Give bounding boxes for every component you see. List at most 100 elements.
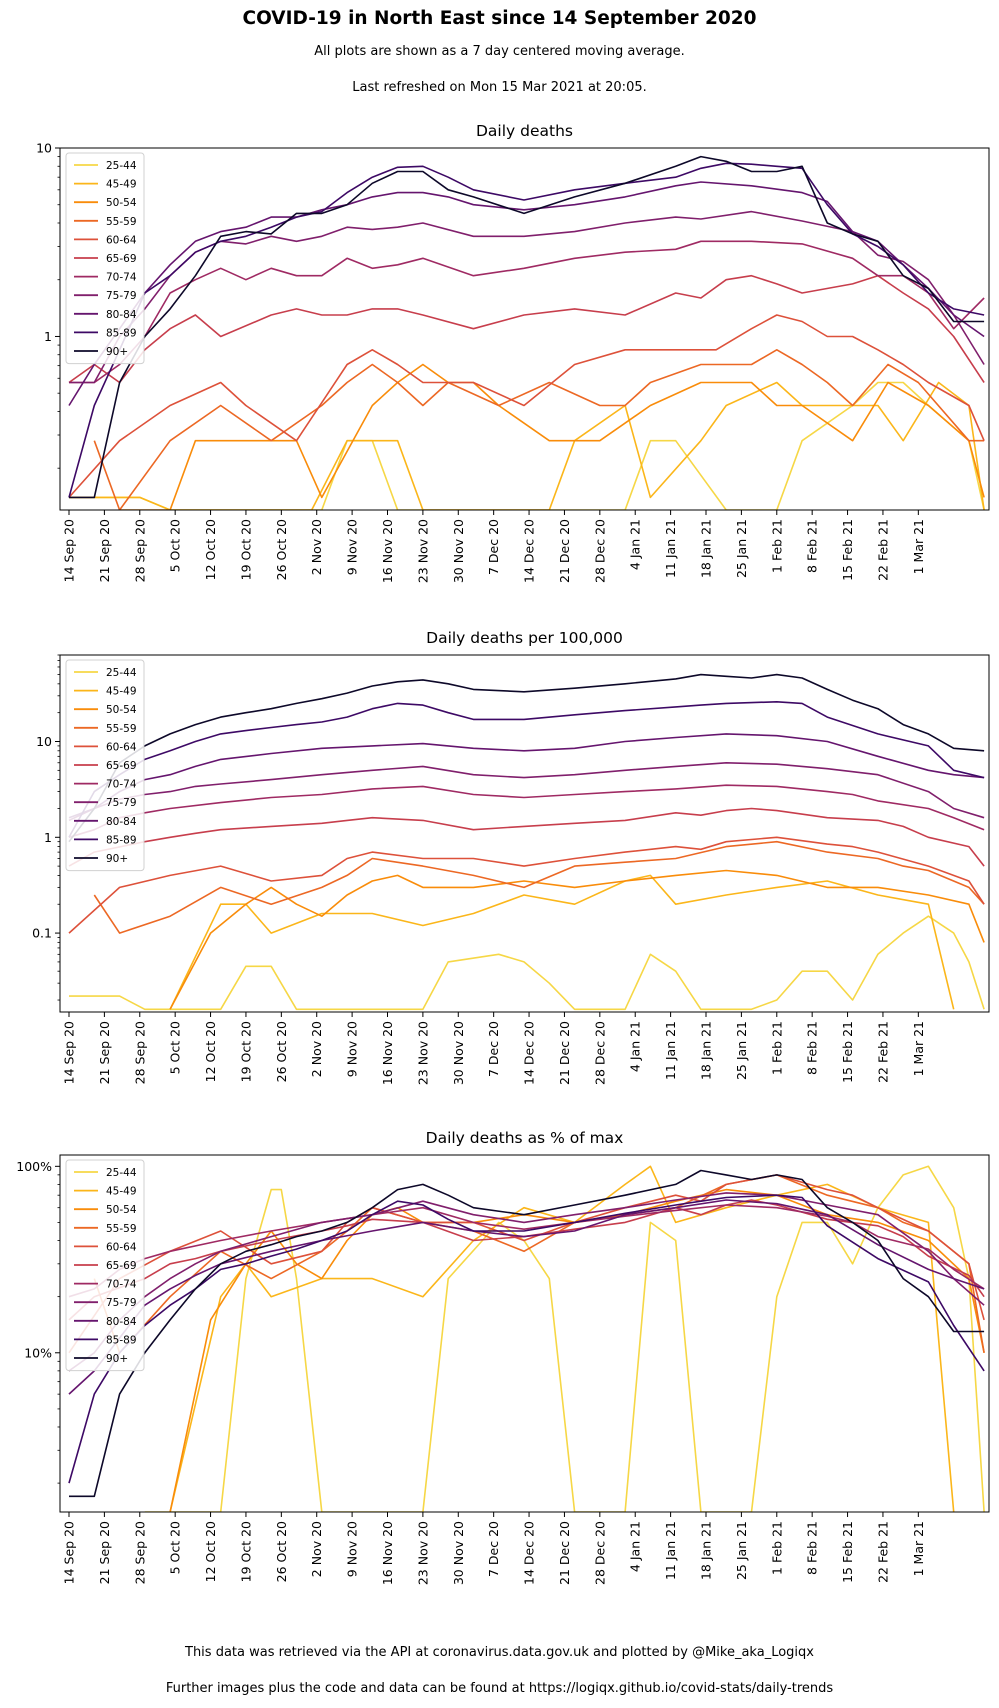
x-tick-label: 21 Dec 20: [557, 519, 572, 583]
legend: 25-44 45-49 50-54 55-59 60-64 65-69 70-74 75-79…: [65, 1159, 145, 1372]
x-tick-label: 28 Dec 20: [592, 1021, 607, 1085]
x-tick-label: 9 Nov 20: [345, 1521, 360, 1577]
series-line-60-64: [68, 836, 985, 934]
x-tick-label: 14 Dec 20: [522, 1021, 537, 1085]
x-tick-label: 16 Nov 20: [380, 1521, 395, 1585]
legend-label: 65-69: [106, 760, 137, 772]
x-tick-label: 25 Jan 21: [734, 519, 749, 578]
x-tick-label: 7 Dec 20: [486, 1521, 501, 1577]
x-tick-label: 22 Feb 21: [875, 1521, 890, 1583]
series-line-25-44: [144, 1165, 985, 1512]
series-line-50-54: [119, 363, 985, 510]
x-tick-label: 26 Oct 20: [274, 1521, 289, 1582]
x-tick-label: 26 Oct 20: [274, 519, 289, 580]
series-line-75-79: [68, 1192, 985, 1372]
x-tick-label: 5 Oct 20: [168, 1521, 183, 1574]
x-tick-label: 1 Mar 21: [911, 1021, 926, 1076]
legend-label: 85-89: [106, 327, 137, 339]
x-tick-label: 21 Sep 20: [97, 519, 112, 582]
x-tick-label: 23 Nov 20: [415, 1021, 430, 1085]
x-tick-label: 15 Feb 21: [840, 519, 855, 581]
x-tick-label: 14 Sep 20: [62, 1021, 77, 1084]
series-line-65-69: [68, 274, 985, 384]
chart-title: Daily deaths per 100,000: [426, 629, 623, 647]
x-tick-label: 14 Dec 20: [522, 519, 537, 583]
x-tick-label: 12 Oct 20: [203, 519, 218, 580]
x-tick-label: 5 Oct 20: [168, 1021, 183, 1074]
plot-frame: [59, 654, 990, 1013]
legend-label: 80-84: [106, 309, 137, 321]
series-line-90+: [68, 673, 985, 843]
series-line-85-89: [68, 700, 985, 838]
x-tick-label: 8 Feb 21: [805, 1521, 820, 1575]
x-tick-label: 23 Nov 20: [415, 1521, 430, 1585]
legend-label: 55-59: [106, 216, 137, 228]
series-line-70-74: [68, 784, 985, 839]
legend-label: 75-79: [106, 290, 137, 302]
legend-label: 60-64: [106, 1241, 137, 1253]
series-line-25-44: [69, 381, 985, 510]
series-line-90+: [69, 1169, 985, 1498]
legend-label: 50-54: [106, 197, 137, 209]
legend: 25-44 45-49 50-54 55-59 60-64 65-69 70-74 75-79…: [65, 659, 145, 872]
x-tick-label: 18 Jan 21: [699, 1521, 714, 1580]
series-line-55-59: [93, 1174, 985, 1354]
x-tick-label: 25 Jan 21: [734, 1521, 749, 1580]
y-tick-label: 100%: [16, 1159, 52, 1174]
legend-label: 25-44: [106, 1167, 137, 1179]
legend-box: [65, 1159, 145, 1372]
legend-label: 70-74: [106, 779, 137, 791]
x-tick-label: 14 Dec 20: [522, 1521, 537, 1585]
x-tick-label: 7 Dec 20: [486, 519, 501, 575]
legend-label: 75-79: [106, 1297, 137, 1309]
legend-label: 45-49: [106, 686, 137, 698]
x-tick-label: 19 Oct 20: [238, 519, 253, 580]
series-lines: [68, 1165, 985, 1512]
legend-label: 85-89: [106, 834, 137, 846]
legend-label: 60-64: [106, 741, 137, 753]
x-tick-label: 9 Nov 20: [345, 1021, 360, 1077]
x-tick-label: 28 Sep 20: [132, 1021, 147, 1084]
series-line-45-49: [169, 874, 955, 1010]
y-tick-label: 0.1: [32, 926, 52, 941]
x-tick-label: 25 Jan 21: [734, 1021, 749, 1080]
x-tick-label: 4 Jan 21: [628, 519, 643, 570]
x-tick-label: 19 Oct 20: [238, 1021, 253, 1082]
x-tick-label: 15 Feb 21: [840, 1021, 855, 1083]
x-tick-label: 4 Jan 21: [628, 1521, 643, 1572]
legend-label: 90+: [106, 1353, 128, 1365]
x-tick-label: 18 Jan 21: [699, 1021, 714, 1080]
legend-label: 50-54: [106, 704, 137, 716]
x-tick-label: 23 Nov 20: [415, 519, 430, 583]
series-line-25-44: [69, 915, 985, 1011]
legend-box: [65, 659, 145, 872]
x-tick-label: 1 Feb 21: [769, 519, 784, 573]
page-title: COVID-19 in North East since 14 Septembe…: [242, 8, 757, 29]
chart-title: Daily deaths as % of max: [426, 1129, 624, 1147]
series-line-70-74: [69, 240, 985, 384]
x-tick-label: 11 Jan 21: [663, 519, 678, 578]
x-tick-label: 12 Oct 20: [203, 1521, 218, 1582]
series-line-45-49: [69, 381, 985, 510]
refreshed-note: Last refreshed on Mon 15 Mar 2021 at 20:…: [352, 80, 647, 95]
chart-2: Daily deaths per 100,000 0.1 1 10 14 Sep 20 2…: [32, 629, 990, 1085]
x-tick-label: 28 Sep 20: [132, 1521, 147, 1584]
x-tick-label: 14 Sep 20: [62, 1521, 77, 1584]
legend-label: 55-59: [106, 723, 137, 735]
legend-label: 85-89: [106, 1334, 137, 1346]
series-line-90+: [69, 155, 985, 499]
legend: 25-44 45-49 50-54 55-59 60-64 65-69 70-74 75-79…: [65, 152, 145, 365]
legend-label: 25-44: [106, 667, 137, 679]
series-line-75-79: [68, 761, 985, 822]
x-tick-label: 15 Feb 21: [840, 1521, 855, 1583]
chart-1: Daily deaths 1 10 14 Sep 20 21 Sep 20 28 Sep …: [36, 122, 990, 583]
legend-label: 45-49: [106, 1186, 137, 1198]
series-line-80-84: [68, 733, 985, 819]
x-tick-label: 5 Oct 20: [168, 519, 183, 572]
legend-label: 80-84: [106, 1316, 137, 1328]
x-tick-label: 30 Nov 20: [451, 519, 466, 583]
footer-link: Further images plus the code and data ca…: [165, 1681, 834, 1696]
x-tick-label: 8 Feb 21: [805, 519, 820, 573]
series-line-65-69: [68, 1199, 985, 1321]
